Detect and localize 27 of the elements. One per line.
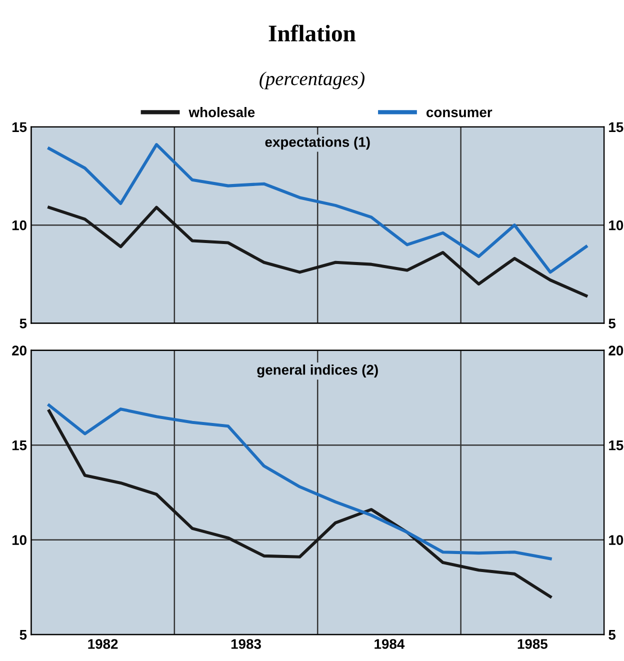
- y2-tick-label: 10: [609, 220, 624, 230]
- y-tick-label: 5: [20, 630, 27, 640]
- y-tick-label: 15: [12, 440, 27, 450]
- annotation: expectations (1): [265, 136, 370, 150]
- y2-tick-label: 10: [609, 535, 624, 545]
- y-tick-label: 20: [12, 346, 26, 356]
- y2-tick-label: 5: [608, 318, 616, 328]
- x-tick-label: 1983: [231, 639, 261, 649]
- y-tick-label: 10: [12, 220, 26, 230]
- line-series: [48, 409, 552, 598]
- y-tick-label: 5: [20, 318, 27, 328]
- legend-label: wholesale: [188, 107, 255, 118]
- line-series: [48, 404, 552, 560]
- x-tick-label: 1982: [88, 639, 118, 649]
- y-tick-label: 15: [12, 122, 27, 132]
- x-tick-label: 1984: [374, 639, 405, 649]
- y-tick-label: 10: [12, 535, 26, 545]
- y2-tick-label: 20: [608, 346, 624, 356]
- y2-tick-label: 15: [609, 122, 624, 132]
- y2-tick-label: 15: [609, 440, 624, 450]
- annotation: general indices (2): [257, 364, 378, 378]
- chart-subtitle: (percentages): [260, 72, 364, 90]
- line-series: [48, 206, 588, 298]
- chart-title: Inflation: [268, 24, 356, 42]
- legend-label: consumer: [426, 110, 492, 118]
- x-tick-label: 1985: [518, 639, 548, 649]
- y2-tick-label: 5: [608, 630, 616, 640]
